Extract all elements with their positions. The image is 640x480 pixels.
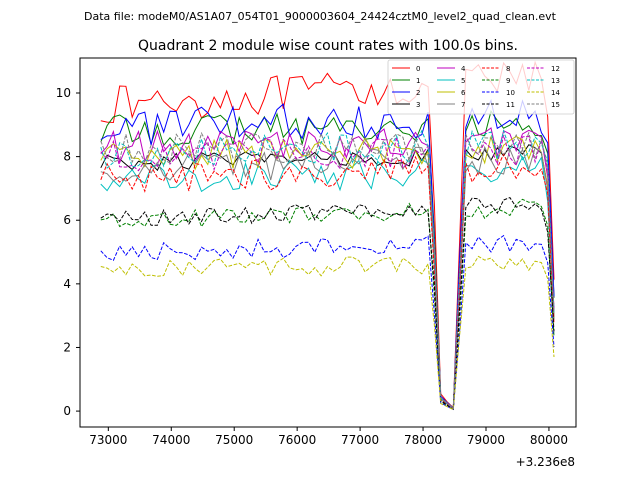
legend-label: 10 — [506, 89, 515, 97]
series-line-12 — [100, 134, 555, 410]
legend-label: 1 — [416, 77, 420, 85]
x-tick-label: 80000 — [530, 433, 568, 447]
series-line-7 — [100, 145, 555, 410]
legend-label: 4 — [461, 65, 466, 73]
series-line-2 — [100, 98, 555, 410]
legend-label: 8 — [506, 65, 510, 73]
series-line-15 — [100, 131, 555, 410]
x-tick-label: 78000 — [404, 433, 442, 447]
legend-label: 5 — [461, 77, 465, 85]
y-tick-label: 4 — [63, 277, 71, 291]
plot-frame — [79, 57, 577, 428]
legend-label: 0 — [416, 65, 420, 73]
legend-label: 11 — [506, 101, 515, 109]
legend-label: 3 — [416, 101, 420, 109]
series-line-6 — [100, 135, 555, 410]
y-tick-label: 6 — [63, 213, 71, 227]
legend-label: 13 — [551, 77, 560, 85]
series-line-5 — [100, 155, 555, 410]
legend-label: 15 — [551, 101, 560, 109]
legend-label: 12 — [551, 65, 560, 73]
x-tick-label: 76000 — [278, 433, 316, 447]
legend-label: 7 — [461, 101, 465, 109]
legend-box — [387, 59, 575, 115]
x-axis-offset-label: +3.236e8 — [516, 455, 575, 469]
y-axis: 0 2 4 6 8 10 — [56, 86, 80, 418]
x-tick-label: 79000 — [467, 433, 505, 447]
legend-label: 9 — [506, 77, 510, 85]
figure-suptitle: Data file: modeM0/AS1A07_054T01_90000036… — [84, 10, 557, 23]
x-tick-label: 73000 — [89, 433, 127, 447]
x-tick-label: 77000 — [341, 433, 379, 447]
series-line-11 — [100, 196, 555, 410]
series-line-4 — [100, 127, 555, 410]
series-line-10 — [100, 234, 555, 411]
chart-title: Quadrant 2 module wise count rates with … — [138, 38, 518, 54]
series-line-3 — [100, 144, 555, 410]
x-tick-label: 74000 — [152, 433, 190, 447]
series-line-14 — [100, 255, 555, 411]
series-line-8 — [100, 152, 555, 410]
y-tick-label: 10 — [56, 86, 71, 100]
y-tick-label: 8 — [63, 150, 71, 164]
x-tick-label: 75000 — [215, 433, 253, 447]
series-line-9 — [100, 198, 555, 411]
series-line-13 — [100, 128, 555, 410]
legend-label: 6 — [461, 89, 466, 97]
y-tick-label: 0 — [63, 404, 71, 418]
legend-label: 14 — [551, 89, 560, 97]
x-axis: 73000 74000 75000 76000 77000 78000 79000 80000 — [89, 427, 568, 447]
series-layer — [100, 60, 555, 411]
legend-label: 2 — [416, 89, 420, 97]
y-tick-label: 2 — [63, 340, 71, 354]
